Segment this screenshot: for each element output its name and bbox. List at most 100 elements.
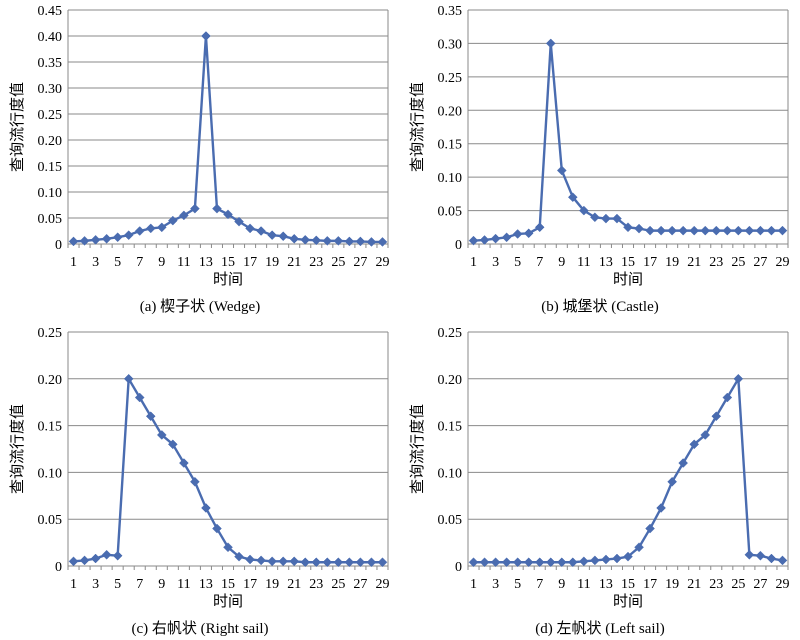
data-point — [645, 225, 655, 236]
gridlines — [468, 331, 788, 567]
y-tick-label: 0.15 — [438, 138, 463, 153]
x-tick-label: 21 — [287, 255, 301, 270]
x-tick-label: 25 — [731, 255, 745, 270]
x-tick-label: 9 — [158, 577, 165, 592]
x-tick-label: 29 — [775, 577, 789, 592]
gridlines — [468, 9, 788, 245]
data-point — [112, 550, 123, 561]
y-tick-label: 0 — [55, 238, 62, 253]
caption-left-sail: (d) 左帆状 (Left sail) — [535, 621, 665, 637]
x-tick-label: 27 — [353, 255, 367, 270]
x-tick-label: 11 — [577, 255, 590, 270]
data-point — [634, 223, 644, 234]
gridlines — [68, 9, 388, 245]
data-point — [556, 165, 567, 176]
x-tick-label: 15 — [221, 255, 235, 270]
data-point — [601, 213, 611, 224]
data-point — [101, 233, 112, 244]
data-point — [145, 411, 156, 422]
x-tick-label: 3 — [92, 577, 99, 592]
data-point — [755, 225, 766, 236]
caption-right-sail: (c) 右帆状 (Right sail) — [131, 621, 269, 637]
chart-panel-right-sail: 0 0.05 0.10 0.15 0.20 0.25 1 3 5 7 9 11 13 15 17 19 21 23… — [0, 320, 400, 640]
data-point — [256, 555, 266, 566]
x-tick-label: 11 — [177, 255, 190, 270]
x-tick-label: 23 — [309, 577, 323, 592]
x-tick-label: 7 — [136, 577, 143, 592]
y-tick-label: 0.05 — [38, 212, 63, 227]
data-point — [322, 236, 333, 246]
data-point — [656, 225, 666, 236]
data-point — [112, 232, 123, 243]
y-tick-label: 0.10 — [438, 171, 463, 186]
caption-castle: (b) 城堡状 (Castle) — [541, 299, 659, 315]
data-point — [512, 229, 523, 239]
data-point — [366, 557, 377, 568]
data-point — [545, 38, 556, 49]
y-tick-label: 0.20 — [38, 134, 63, 149]
data-point — [567, 557, 578, 568]
data-point — [534, 222, 545, 233]
data-point — [601, 554, 611, 565]
data-point — [523, 557, 534, 568]
data-point — [245, 223, 255, 234]
x-tick-label: 21 — [687, 577, 701, 592]
data-point — [556, 557, 567, 568]
x-tick-label: 5 — [114, 255, 121, 270]
y-tick-label: 0.25 — [38, 108, 63, 123]
data-point — [344, 236, 355, 247]
data-point — [234, 216, 244, 227]
data-point — [366, 237, 377, 247]
data-point — [212, 523, 222, 534]
data-point — [645, 523, 655, 534]
data-point — [468, 557, 479, 568]
data-point — [311, 235, 322, 246]
data-point — [167, 439, 178, 450]
chart-left-sail: 00.050.100.150.200.251 3 5 7 9 11 13 15 17 19 21 23… — [409, 326, 789, 610]
data-point — [612, 553, 622, 564]
x-tick-label: 19 — [265, 577, 279, 592]
data-point — [501, 232, 512, 243]
x-tick-label: 13 — [199, 255, 213, 270]
x-tick-label: 17 — [643, 255, 657, 270]
data-point — [534, 557, 545, 568]
data-point — [223, 209, 233, 220]
x-tick-label: 19 — [265, 255, 279, 270]
chart-right-sail: 00.050.100.150.200.251 3 5 7 9 11 13 15 17 19 21 23… — [9, 326, 389, 610]
x-axis-title: 时间 — [213, 593, 243, 610]
data-point — [90, 553, 101, 564]
data-point — [333, 236, 344, 246]
data-point — [322, 557, 333, 568]
data-point — [468, 235, 479, 246]
y-tick-label: 0.05 — [38, 513, 63, 528]
x-tick-label: 3 — [492, 577, 499, 592]
y-tick-label: 0.15 — [38, 420, 63, 435]
x-tick-label: 15 — [621, 577, 635, 592]
data-point — [479, 557, 490, 568]
x-tick-label: 1 — [70, 577, 77, 592]
data-point — [689, 439, 700, 450]
data-point — [90, 234, 101, 245]
x-tick-label: 9 — [558, 577, 565, 592]
data-point — [156, 222, 167, 233]
gridlines — [68, 331, 388, 567]
data-point — [278, 556, 289, 567]
x-tick-label: 27 — [753, 577, 767, 592]
x-tick-label: 23 — [309, 255, 323, 270]
caption-wedge: (a) 楔子状 (Wedge) — [139, 299, 261, 315]
data-point — [634, 542, 644, 553]
data-point — [678, 225, 689, 236]
x-tick-label: 5 — [514, 255, 521, 270]
x-tick-label: 21 — [287, 577, 301, 592]
data-point — [167, 215, 178, 226]
y-tick-label: 0.05 — [438, 513, 463, 528]
data-point — [667, 476, 677, 487]
data-point — [656, 503, 666, 513]
y-axis-title: 查询流行度值 — [9, 404, 26, 494]
y-tick-label: 0 — [55, 560, 62, 575]
y-tick-label: 0.45 — [38, 4, 63, 19]
data-point — [777, 555, 788, 566]
data-point — [68, 556, 79, 567]
y-tick-label: 0.20 — [438, 104, 463, 119]
data-point — [201, 503, 211, 513]
